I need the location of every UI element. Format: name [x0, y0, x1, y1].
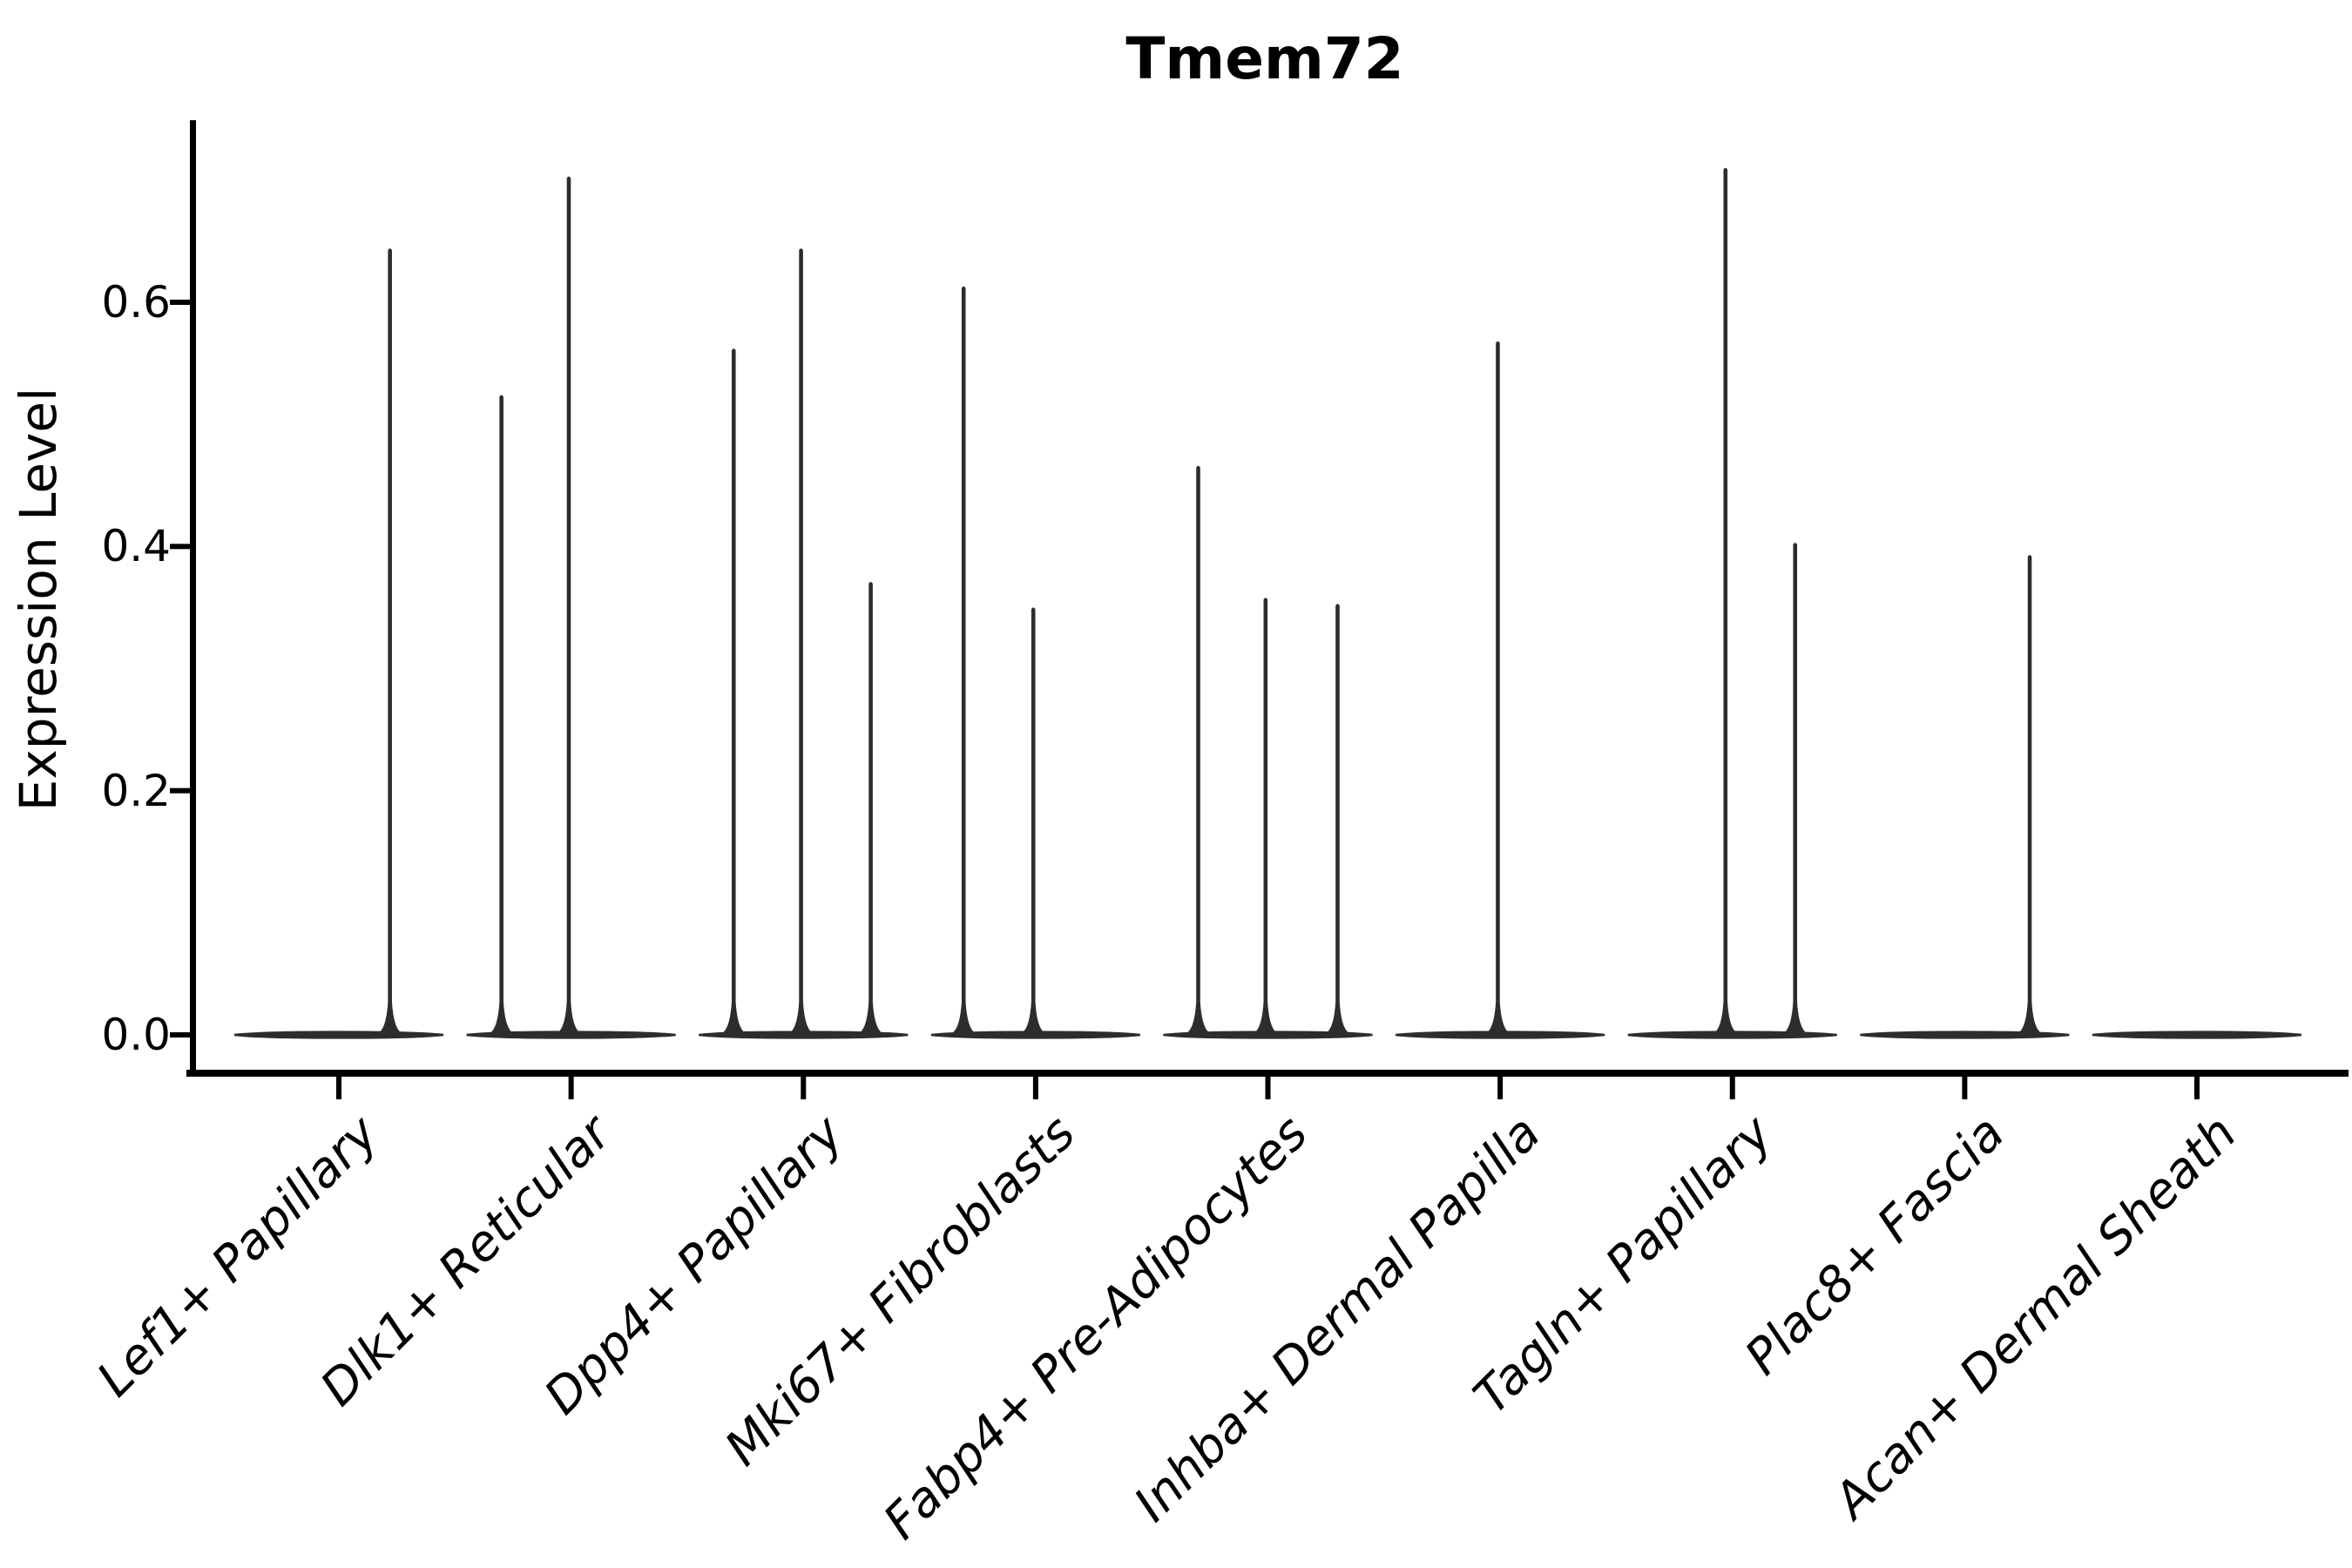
x-tick-mark	[801, 1077, 807, 1099]
violin-baseline	[699, 1031, 909, 1039]
x-axis-spine	[186, 1070, 2349, 1077]
x-tick-mark	[2194, 1077, 2200, 1099]
y-tick-mark	[170, 1032, 190, 1037]
violin-spike	[1327, 604, 1348, 1032]
y-tick-mark	[170, 787, 190, 794]
violin-baseline	[1163, 1031, 1373, 1039]
violin-baseline	[1627, 1031, 1837, 1039]
y-tick-label: 0.2	[101, 765, 171, 816]
violin-spike	[723, 348, 745, 1032]
violin-spike	[1254, 598, 1276, 1032]
x-tick-mark	[336, 1077, 341, 1099]
violin-spike	[953, 286, 975, 1032]
x-tick-mark	[568, 1077, 574, 1099]
chart-title: Tmem72	[1125, 25, 1404, 92]
y-tick-mark	[170, 544, 190, 550]
violin-baseline	[2092, 1031, 2302, 1039]
x-tick-mark	[1729, 1077, 1735, 1099]
violin-spike	[860, 581, 882, 1032]
violin-baseline	[1860, 1031, 2070, 1039]
violin-spike	[558, 176, 579, 1032]
y-tick-label: 0.6	[101, 276, 171, 328]
violin-spike	[1784, 543, 1806, 1032]
violin-spike	[790, 248, 812, 1033]
y-axis-label: Expression Level	[9, 387, 68, 812]
violin-baseline	[466, 1031, 676, 1039]
y-tick-mark	[170, 299, 190, 305]
y-tick-label: 0.4	[101, 521, 171, 572]
violin-spike	[2019, 555, 2041, 1032]
x-tick-mark	[1962, 1077, 1968, 1099]
violin-spike	[1023, 607, 1044, 1032]
x-tick-mark	[1497, 1077, 1504, 1099]
violin-baseline	[930, 1031, 1140, 1039]
y-axis-spine	[190, 120, 196, 1073]
violin-baseline	[1396, 1031, 1605, 1039]
x-tick-mark	[1265, 1077, 1271, 1099]
violin-spike	[1187, 465, 1209, 1032]
violin-spike	[1487, 341, 1509, 1032]
violin-baseline	[233, 1031, 444, 1039]
violin-spike	[490, 395, 512, 1033]
violin-spike	[379, 248, 401, 1033]
y-tick-label: 0.0	[101, 1010, 171, 1060]
x-tick-mark	[1032, 1077, 1038, 1099]
violin-spike	[1714, 167, 1736, 1033]
